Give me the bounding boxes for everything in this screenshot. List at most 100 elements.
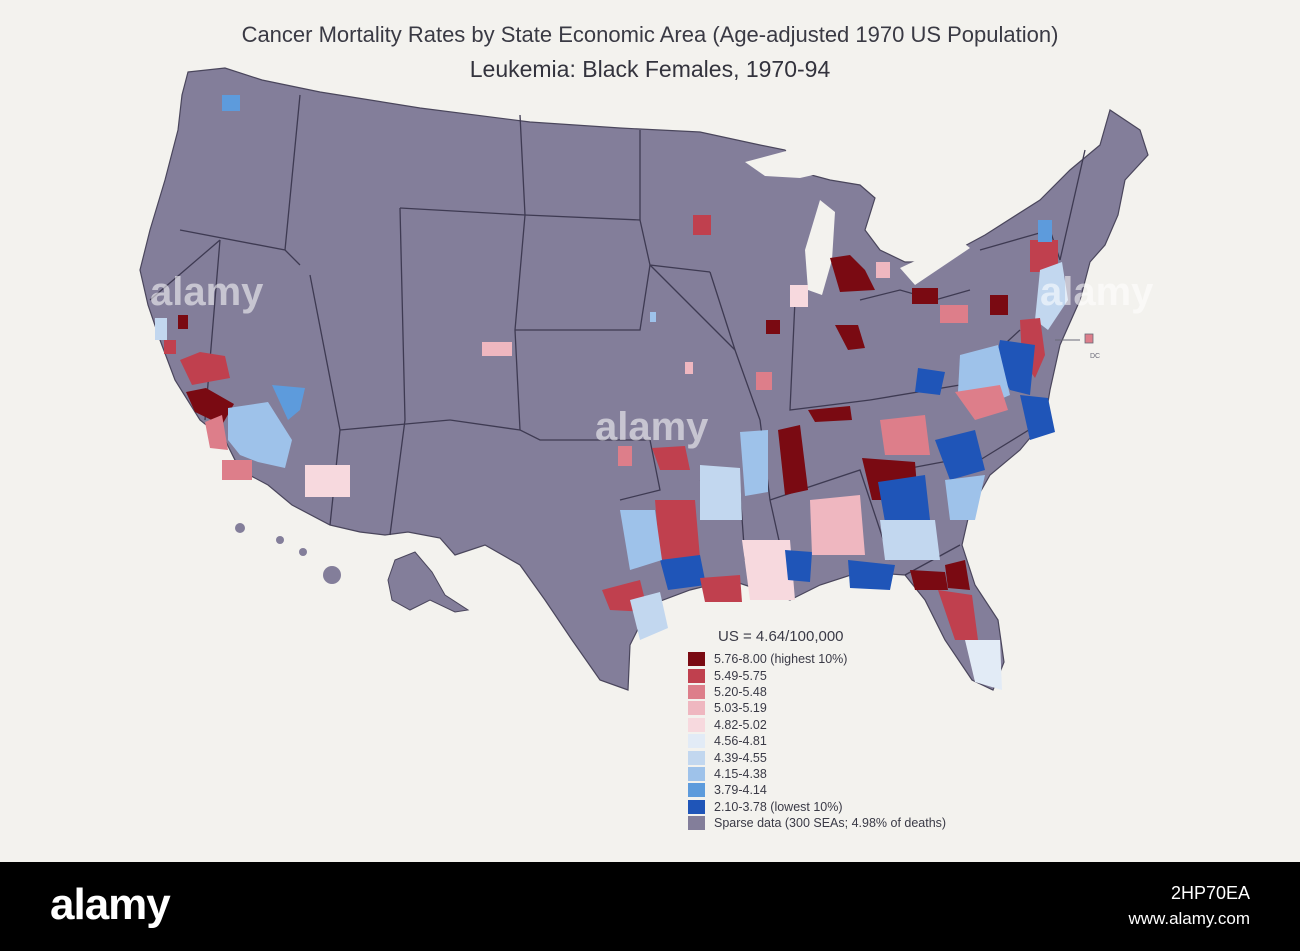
sea-patch [785,550,812,582]
legend-swatch [688,816,705,831]
legend-label: 4.39-4.55 [714,750,767,765]
legend-item: 4.39-4.55 [688,749,1008,765]
legend-item: 5.49-5.75 [688,667,1008,683]
legend-label: 4.82-5.02 [714,717,767,732]
legend-label: 4.15-4.38 [714,766,767,781]
legend-swatch [688,717,705,732]
sea-patch [790,285,808,307]
sea-patch [305,465,350,497]
sea-patch [945,475,985,520]
dc-label: DC [1090,353,1100,360]
sea-patch [830,255,875,292]
sea-patch [700,465,742,520]
sea-patch [272,385,305,420]
legend-swatch [688,750,705,765]
legend-label: 3.79-4.14 [714,783,767,798]
sea-patch [810,495,865,555]
legend-item: 2.10-3.78 (lowest 10%) [688,799,1008,815]
sea-patches [155,95,1068,690]
sea-patch [955,385,1008,420]
sea-patch [180,352,230,385]
dc-marker [1084,333,1094,344]
legend-rows: 5.76-8.00 (highest 10%) 5.49-5.75 5.20-5.4… [688,651,1008,831]
legend-swatch [688,734,705,749]
legend-item: 4.56-4.81 [688,733,1008,749]
sea-patch [740,430,768,496]
sea-patch [155,318,167,340]
sea-patch [835,325,865,350]
sea-patch [205,415,228,450]
legend-swatch [688,668,705,683]
legend-item: 5.20-5.48 [688,684,1008,700]
footer-bar: alamy 2HP70EA www.alamy.com [0,862,1300,951]
lake-superior [745,150,835,178]
sea-patch [164,340,176,354]
sea-patch [630,592,668,640]
sea-patch [880,415,930,455]
watermark: alamy [595,405,709,449]
sea-patch [878,475,930,522]
sea-patch [910,570,948,590]
hawaii-island [276,536,284,544]
sea-patch [618,446,632,466]
legend-label: 4.56-4.81 [714,734,767,749]
sea-patch [1038,220,1052,242]
alaska-shape [387,551,470,613]
sea-patch [876,262,890,278]
sea-patch [700,575,742,602]
sea-patch [808,406,852,422]
sea-patch [228,402,292,468]
sea-patch [766,320,780,334]
hawaii-island [299,548,307,556]
sea-patch [940,305,968,323]
image-info: 2HP70EA www.alamy.com [1128,880,1250,932]
sea-patch [693,215,711,235]
legend-swatch [688,783,705,798]
legend: US = 4.64/100,000 5.76-8.00 (highest 10%… [688,628,1008,831]
sea-patch [660,555,706,590]
sea-patch [222,460,252,480]
image-id: 2HP70EA [1170,883,1250,903]
legend-label: 5.03-5.19 [714,701,767,716]
legend-label: 2.10-3.78 (lowest 10%) [714,799,843,814]
sea-patch [742,540,795,600]
watermark: alamy [150,270,264,314]
lake-michigan [805,200,835,295]
legend-label: 5.20-5.48 [714,684,767,699]
sea-patch [778,425,808,495]
sea-patch [945,560,970,590]
legend-us-rate: US = 4.64/100,000 [718,628,844,645]
sea-patch [222,95,240,111]
legend-item: 3.79-4.14 [688,782,1008,798]
sea-patch [935,430,985,480]
sea-patch [965,640,1002,690]
sea-patch [880,520,940,560]
sea-patch [912,288,938,304]
sea-patch [620,510,662,570]
watermark: alamy [1040,270,1154,314]
slide-background: Cancer Mortality Rates by State Economic… [0,0,1300,862]
map-title: Cancer Mortality Rates by State Economic… [241,22,1059,47]
map-subtitle: Leukemia: Black Females, 1970-94 [469,56,831,82]
legend-swatch [688,684,705,699]
sea-patch [848,560,895,590]
sea-patch [1035,262,1068,330]
legend-item: Sparse data (300 SEAs; 4.98% of deaths) [688,815,1008,831]
sea-patch [652,446,690,470]
sea-patch [1020,395,1055,440]
legend-swatch [688,766,705,781]
legend-swatch [688,652,705,667]
brand-logo: alamy [50,880,171,929]
sea-patch [990,295,1008,315]
sea-patch [756,372,772,390]
sea-patch [915,368,945,395]
legend-item: 4.15-4.38 [688,766,1008,782]
us-map: DC [139,67,1149,691]
sea-patch [685,362,693,374]
legend-swatch [688,701,705,716]
hawaii-island [323,566,341,584]
legend-label: 5.49-5.75 [714,668,767,683]
sea-patch [482,342,512,356]
lake-erie [900,240,970,285]
legend-item: 5.03-5.19 [688,700,1008,716]
